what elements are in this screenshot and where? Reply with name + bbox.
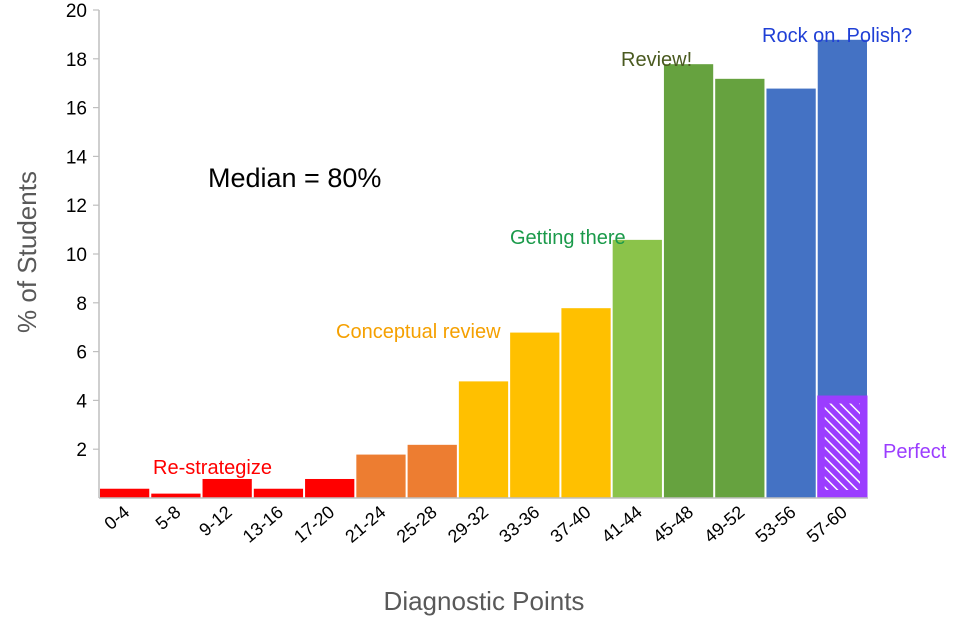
- x-axis-title: Diagnostic Points: [384, 586, 585, 616]
- bars-layer: [99, 38, 869, 499]
- x-tick-label: 45-48: [649, 502, 697, 547]
- x-tick-label: 0-4: [100, 502, 133, 534]
- bar-13-16: [252, 487, 305, 499]
- bar-41-44: [611, 238, 663, 499]
- y-axis-ticks: 2 4 6 8 10 12 14 16 18 20: [66, 1, 99, 461]
- annotation-review: Review!: [621, 49, 692, 71]
- bar-0-4: [99, 487, 151, 499]
- annotation-re-strategize: Re-strategize: [153, 457, 272, 479]
- perfect-overlay-layer: [817, 395, 868, 498]
- bar-49-52: [714, 77, 766, 499]
- bar-37-40: [560, 307, 612, 499]
- bar-21-24: [355, 453, 407, 499]
- x-tick-label: 57-60: [803, 502, 851, 547]
- x-tick-label: 33-36: [495, 502, 543, 547]
- y-tick-label: 16: [66, 99, 87, 120]
- annotation-perfect: Perfect: [883, 441, 947, 463]
- bar-53-56: [765, 87, 817, 499]
- y-tick-label: 12: [66, 196, 87, 217]
- x-tick-label: 49-52: [700, 502, 748, 547]
- x-axis-ticks: 0-4 5-8 9-12 13-16 17-20 21-24 25-28 29-32 33-36…: [100, 502, 851, 547]
- median-label-background: [196, 156, 422, 200]
- x-tick-label: 5-8: [152, 502, 185, 534]
- y-tick-label: 2: [76, 440, 87, 461]
- bar-29-32: [457, 380, 510, 499]
- x-tick-label: 17-20: [290, 502, 338, 547]
- median-label: Median = 80%: [208, 163, 381, 193]
- x-tick-label: 9-12: [195, 502, 235, 540]
- y-tick-label: 18: [66, 50, 87, 71]
- x-tick-label: 37-40: [546, 502, 594, 547]
- x-tick-label: 41-44: [598, 502, 646, 547]
- bar-45-48: [662, 63, 715, 499]
- y-tick-label: 14: [66, 147, 88, 168]
- bar-17-20: [304, 477, 356, 499]
- x-tick-label: 21-24: [341, 502, 389, 547]
- y-tick-label: 20: [66, 1, 87, 22]
- x-tick-label: 53-56: [752, 502, 800, 547]
- bar-25-28: [406, 443, 458, 499]
- y-tick-label: 6: [76, 343, 87, 364]
- bar-9-12: [201, 477, 253, 499]
- y-tick-label: 8: [76, 294, 87, 315]
- x-tick-label: 13-16: [239, 502, 287, 547]
- perfect-overlay-hatch: [824, 403, 860, 490]
- y-axis-title: % of Students: [12, 171, 42, 333]
- bar-33-36: [509, 331, 561, 499]
- annotation-rock-on-polish: Rock on. Polish?: [762, 25, 912, 47]
- x-tick-label: 29-32: [444, 502, 492, 547]
- y-tick-label: 10: [66, 245, 87, 266]
- x-tick-label: 25-28: [393, 502, 441, 547]
- annotation-getting-there: Getting there: [510, 227, 626, 249]
- y-tick-label: 4: [76, 391, 87, 412]
- annotation-conceptual-review: Conceptual review: [336, 321, 501, 343]
